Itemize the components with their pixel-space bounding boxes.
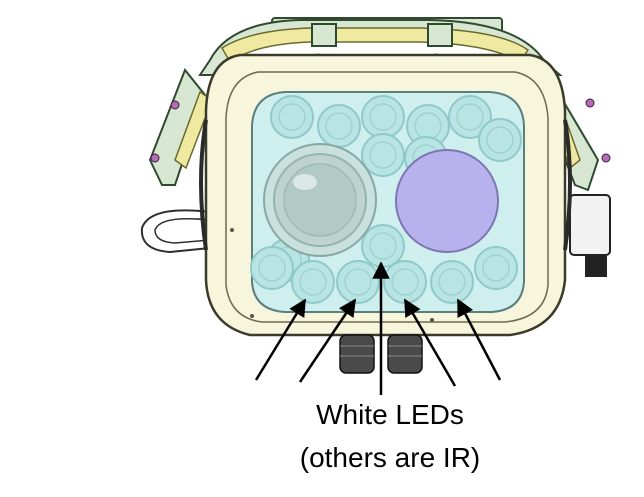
led-16 xyxy=(250,246,294,290)
caption-others-ir: (others are IR) xyxy=(299,442,481,473)
led-11 xyxy=(336,260,380,304)
light-sensor-disc xyxy=(395,149,499,253)
led-ring-6 xyxy=(486,126,514,154)
cable-glands xyxy=(339,334,423,374)
arrow-led-5 xyxy=(456,298,502,381)
caption-white-leds: White LEDs xyxy=(316,399,464,430)
arrow-led-2 xyxy=(298,298,357,383)
white-led-arrows xyxy=(254,261,502,395)
led-ring-14 xyxy=(438,268,466,296)
camera-lens xyxy=(263,143,377,257)
side-connector xyxy=(569,194,611,277)
arrow-led-1 xyxy=(254,298,307,381)
led-12 xyxy=(361,224,405,268)
led-7 xyxy=(361,133,405,177)
led-ring-11 xyxy=(344,268,372,296)
led-ring-12 xyxy=(369,232,397,260)
led-1 xyxy=(270,95,314,139)
led-ring-2 xyxy=(325,112,353,140)
led-10 xyxy=(291,260,335,304)
led-ring-3 xyxy=(369,103,397,131)
led-ring-16 xyxy=(258,254,286,282)
led-ring-5 xyxy=(456,103,484,131)
led-ring-15 xyxy=(482,254,510,282)
led-ring-1 xyxy=(278,103,306,131)
led-15 xyxy=(474,246,518,290)
led-14 xyxy=(430,260,474,304)
led-5 xyxy=(448,95,492,139)
led-6 xyxy=(478,118,522,162)
led-ring-7 xyxy=(369,141,397,169)
cable-clip xyxy=(140,209,211,254)
led-ring-13 xyxy=(391,268,419,296)
led-ring-10 xyxy=(299,268,327,296)
arrow-led-4 xyxy=(403,298,457,387)
led-3 xyxy=(361,95,405,139)
led-13 xyxy=(383,260,427,304)
led-2 xyxy=(317,104,361,148)
